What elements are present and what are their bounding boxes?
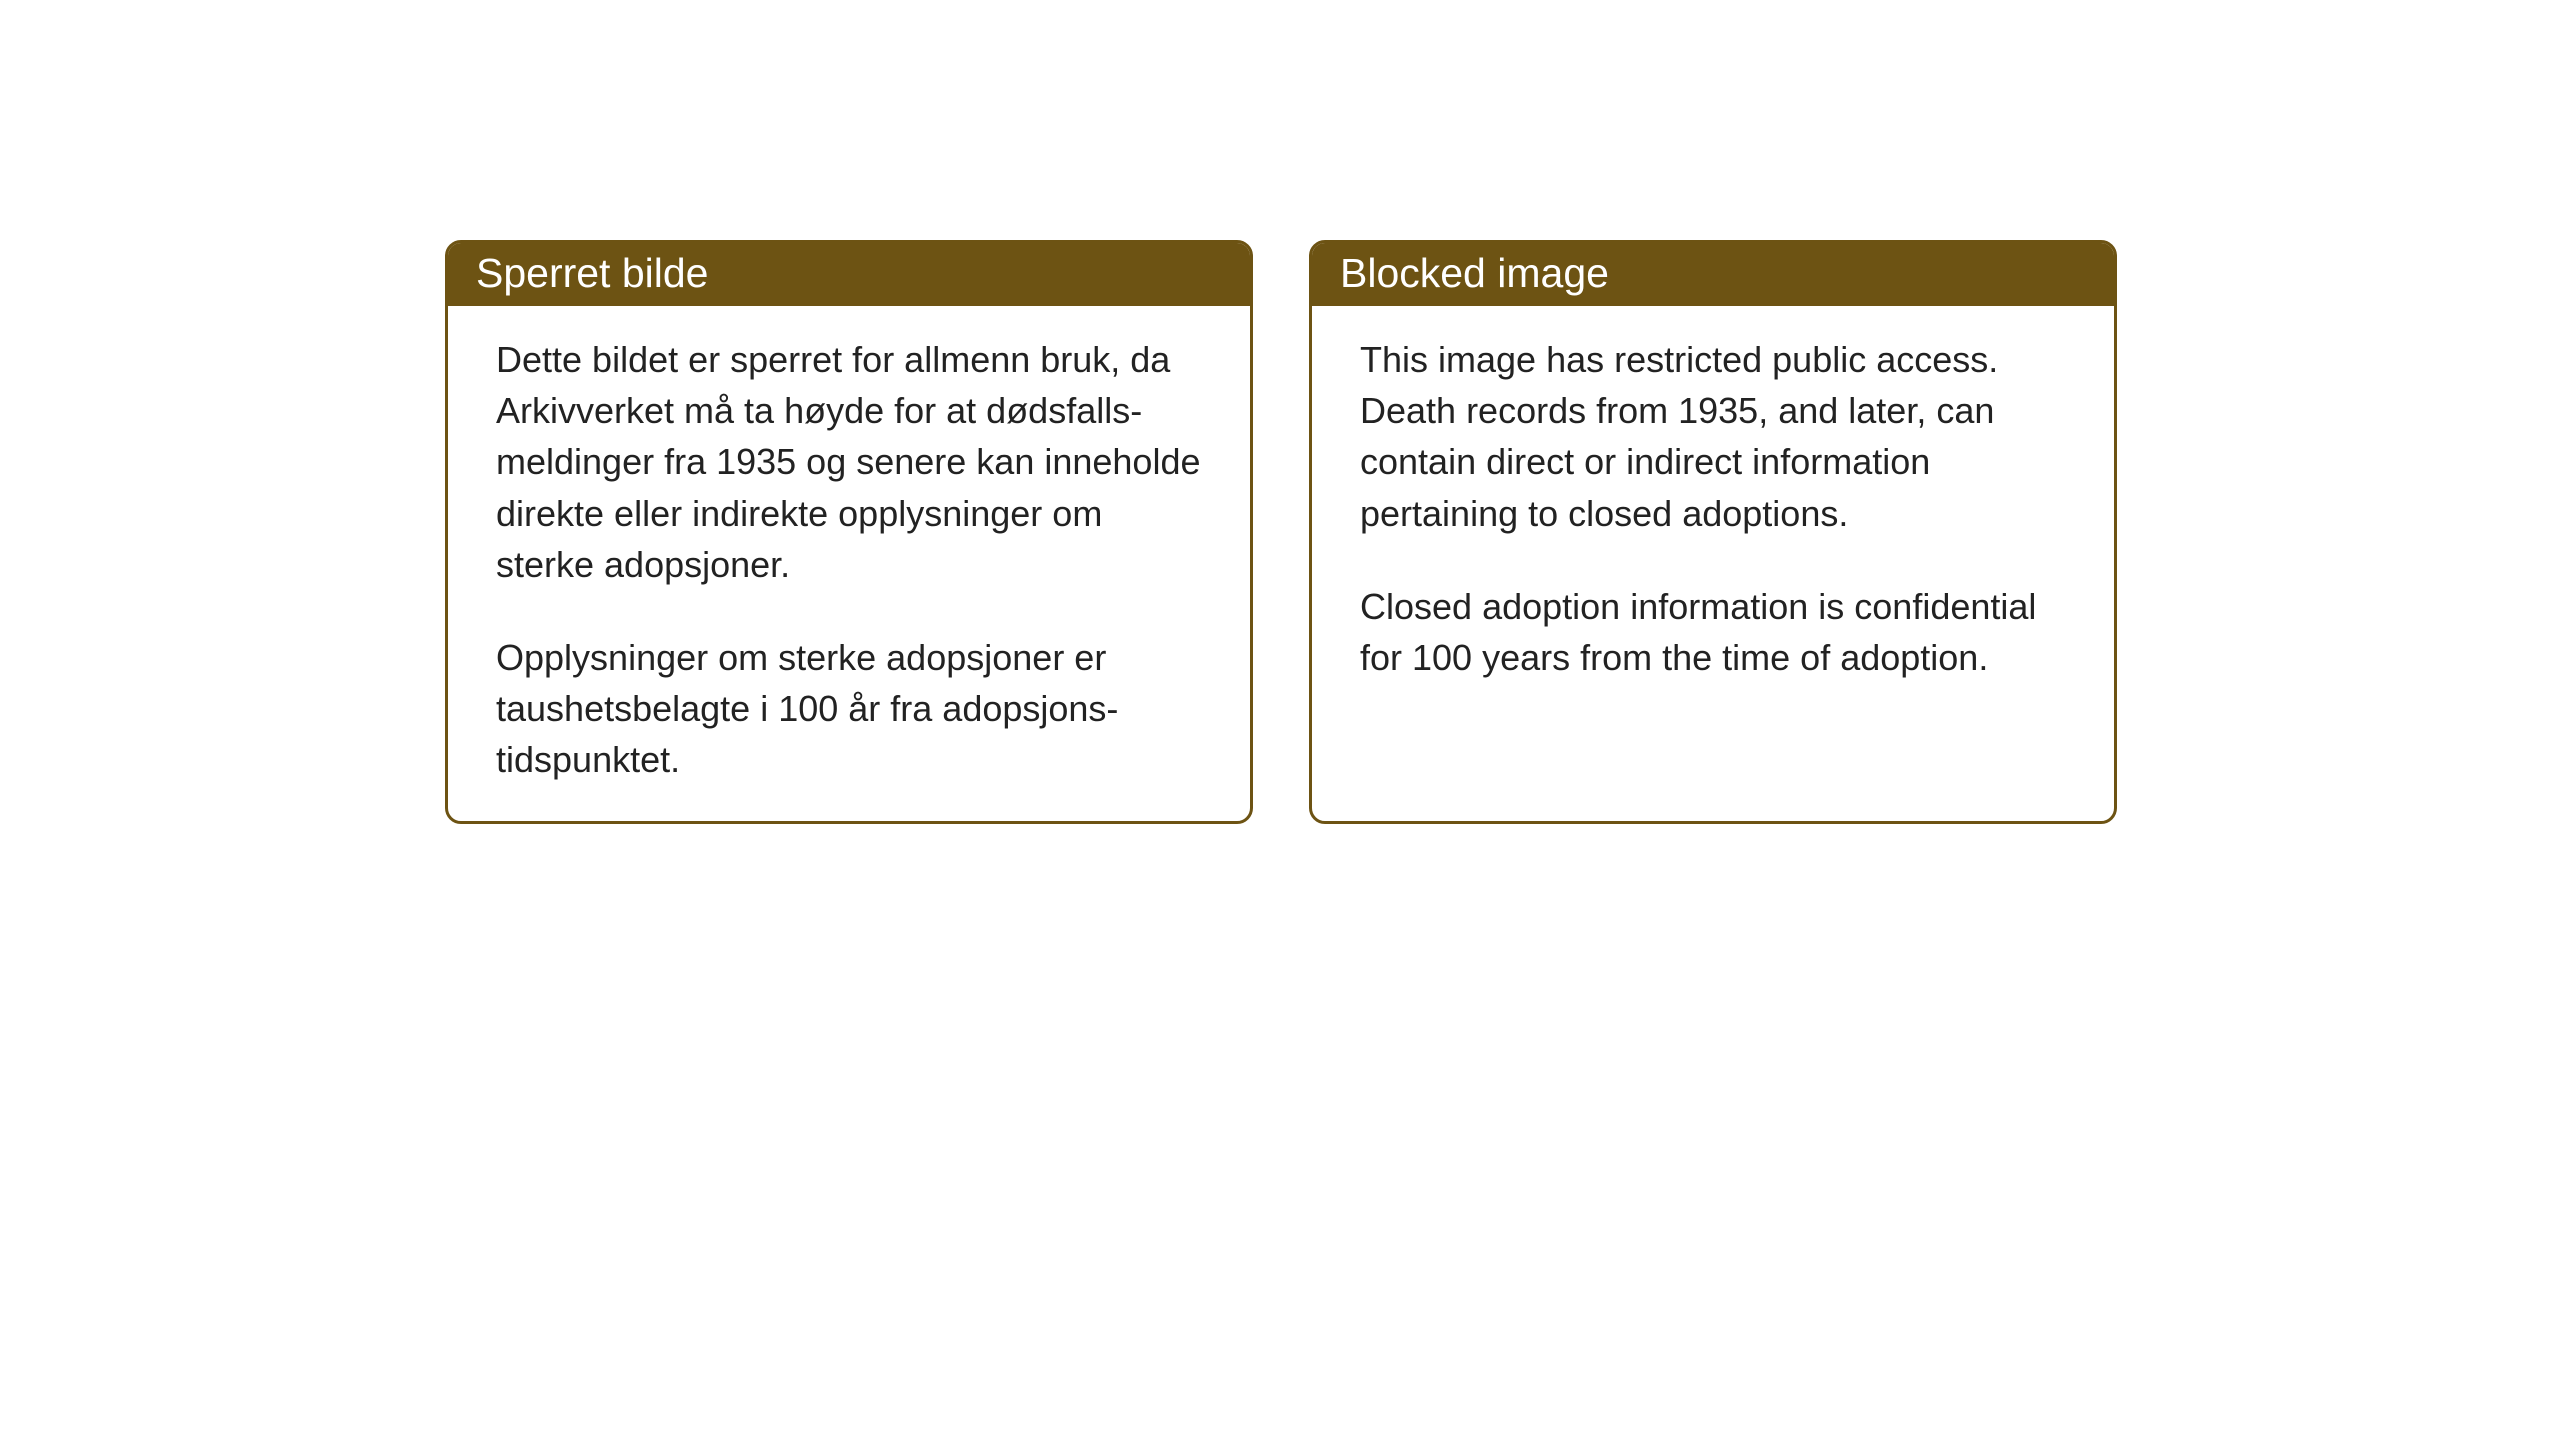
info-box-english: Blocked image This image has restricted … bbox=[1309, 240, 2117, 824]
info-box-norwegian: Sperret bilde Dette bildet er sperret fo… bbox=[445, 240, 1253, 824]
info-text-norwegian-p1: Dette bildet er sperret for allmenn bruk… bbox=[496, 334, 1210, 590]
info-box-body-norwegian: Dette bildet er sperret for allmenn bruk… bbox=[448, 306, 1250, 821]
info-box-title-english: Blocked image bbox=[1312, 243, 2114, 306]
info-text-english-p1: This image has restricted public access.… bbox=[1360, 334, 2074, 538]
info-box-body-english: This image has restricted public access.… bbox=[1312, 306, 2114, 719]
info-text-norwegian-p2: Opplysninger om sterke adopsjoner er tau… bbox=[496, 632, 1210, 785]
info-text-english-p2: Closed adoption information is confident… bbox=[1360, 581, 2074, 683]
info-box-title-norwegian: Sperret bilde bbox=[448, 243, 1250, 306]
info-boxes-container: Sperret bilde Dette bildet er sperret fo… bbox=[445, 240, 2117, 824]
